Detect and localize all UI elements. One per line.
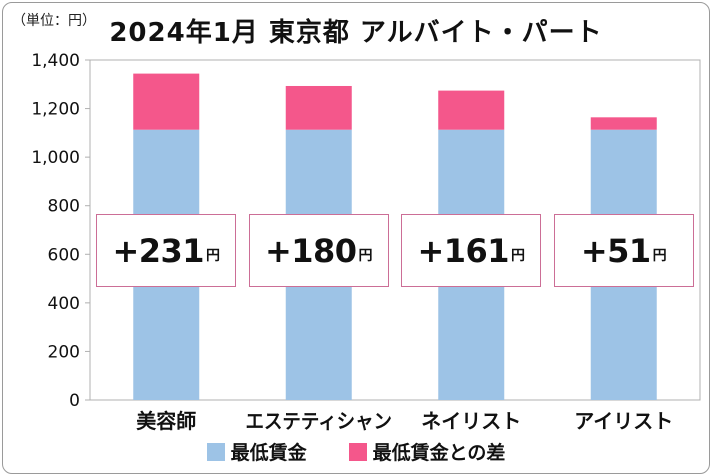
y-tick-label: 0	[69, 391, 80, 411]
bar-difference	[590, 117, 657, 130]
legend-label-min-wage: 最低賃金	[230, 442, 307, 464]
x-tick-label: ネイリスト	[421, 409, 521, 433]
difference-label: +51 円	[553, 214, 694, 287]
difference-value: +231	[112, 231, 205, 270]
legend-item-min-wage: 最低賃金	[206, 438, 307, 465]
legend-label-difference: 最低賃金との差	[372, 442, 506, 464]
y-tick-label: 400	[48, 294, 80, 314]
y-tick-label: 200	[48, 342, 80, 362]
difference-label: +161 円	[401, 214, 542, 287]
difference-unit: 円	[511, 247, 526, 264]
unit-label: （単位：円）	[12, 13, 96, 29]
y-tick-label: 1,400	[31, 51, 80, 71]
bar-difference	[438, 90, 505, 130]
difference-unit: 円	[652, 247, 667, 264]
bar-difference	[285, 85, 352, 130]
y-tick-label: 800	[48, 197, 80, 217]
difference-value: +180	[264, 231, 357, 270]
difference-label: +231 円	[96, 214, 237, 287]
difference-value: +161	[417, 231, 510, 270]
bar-difference	[133, 73, 200, 130]
y-tick-label: 600	[48, 245, 80, 265]
legend: 最低賃金 最低賃金との差	[0, 438, 712, 465]
x-tick-label: アイリスト	[574, 409, 673, 433]
y-tick-label: 1,000	[31, 148, 80, 168]
x-tick-label: 美容師	[136, 409, 196, 433]
difference-unit: 円	[358, 247, 373, 264]
y-tick-label: 1,200	[31, 100, 80, 120]
legend-swatch-difference	[348, 442, 367, 461]
difference-label: +180 円	[248, 214, 389, 287]
plot-area	[89, 59, 701, 401]
x-tick-label: エステティシャン	[246, 409, 393, 433]
difference-unit: 円	[206, 247, 221, 264]
chart-title: 2024年1月 東京都 アルバイト・パート	[109, 18, 603, 48]
difference-value: +51	[580, 231, 651, 270]
legend-item-difference: 最低賃金との差	[348, 438, 506, 465]
legend-swatch-min-wage	[206, 442, 225, 461]
